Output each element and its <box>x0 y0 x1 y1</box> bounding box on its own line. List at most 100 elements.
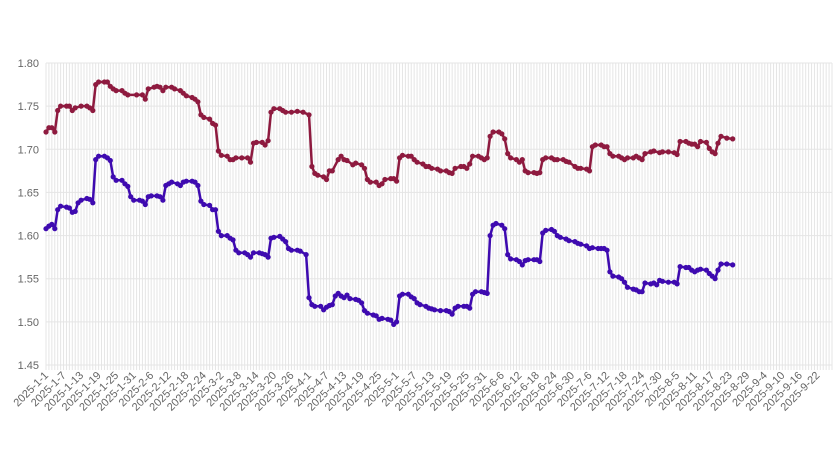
data-point <box>543 155 549 161</box>
data-point <box>373 313 379 319</box>
data-point <box>651 148 657 154</box>
data-point <box>183 178 189 184</box>
data-point <box>578 165 584 171</box>
data-point <box>604 247 610 253</box>
data-point <box>394 178 400 184</box>
series-group <box>43 79 736 327</box>
y-tick-label: 1.45 <box>18 360 39 372</box>
data-point <box>78 103 84 109</box>
data-point <box>467 161 473 167</box>
data-point <box>148 193 154 199</box>
data-point <box>300 109 306 115</box>
data-point <box>201 114 207 120</box>
data-point <box>604 144 610 150</box>
data-point <box>399 291 406 297</box>
data-point <box>543 227 549 233</box>
data-point <box>93 157 99 163</box>
data-point <box>96 79 102 85</box>
data-point <box>163 84 169 90</box>
data-point <box>145 86 151 92</box>
data-point <box>55 107 61 114</box>
data-point <box>43 129 49 135</box>
data-point <box>499 131 505 137</box>
series-0 <box>43 79 736 189</box>
grid <box>45 62 833 370</box>
y-tick-label: 1.60 <box>18 231 39 243</box>
data-point <box>695 144 701 150</box>
data-point <box>329 302 335 308</box>
data-point <box>113 88 119 94</box>
data-point <box>674 281 680 287</box>
data-point <box>502 226 508 232</box>
data-point <box>697 266 704 272</box>
data-point <box>52 129 58 135</box>
data-point <box>288 247 294 253</box>
data-point <box>113 177 119 183</box>
data-point <box>247 159 254 165</box>
data-point <box>157 194 163 200</box>
data-point <box>160 197 166 203</box>
data-point <box>417 302 423 308</box>
data-point <box>566 159 572 165</box>
data-point <box>218 152 224 158</box>
data-point <box>297 248 303 254</box>
data-point <box>470 153 476 159</box>
data-point <box>230 237 236 243</box>
data-point <box>335 157 341 163</box>
data-point <box>157 84 163 90</box>
data-point <box>344 157 350 164</box>
data-point <box>329 168 335 174</box>
data-point <box>265 138 271 144</box>
data-point <box>610 153 616 159</box>
data-point <box>724 135 730 141</box>
data-point <box>268 109 274 115</box>
data-point <box>283 109 289 115</box>
data-point <box>703 267 710 273</box>
y-tick-label: 1.55 <box>18 274 39 286</box>
data-point <box>250 250 257 256</box>
data-point <box>233 155 239 161</box>
data-point <box>642 280 648 286</box>
data-point <box>449 170 455 176</box>
data-point <box>215 148 221 154</box>
series-1 <box>43 153 736 327</box>
data-point <box>411 296 417 302</box>
data-point <box>566 238 572 244</box>
data-point <box>659 149 666 155</box>
data-point <box>288 109 294 115</box>
data-point <box>607 269 613 275</box>
data-point <box>621 279 628 285</box>
data-point <box>247 254 254 260</box>
data-point <box>359 162 365 168</box>
data-point <box>72 105 78 111</box>
data-point <box>104 79 110 85</box>
data-point <box>505 252 511 258</box>
data-point <box>519 262 525 268</box>
data-point <box>437 168 444 174</box>
data-point <box>557 234 563 240</box>
data-point <box>125 92 131 98</box>
data-point <box>49 125 55 131</box>
data-point <box>429 165 435 171</box>
data-point <box>715 267 721 273</box>
data-point <box>110 174 116 180</box>
data-point <box>619 276 625 282</box>
data-point <box>192 179 198 185</box>
y-axis-labels: 1.45 1.50 1.55 1.60 1.65 1.70 1.75 1.80 <box>18 58 39 372</box>
data-point <box>505 151 511 157</box>
data-point <box>125 183 131 189</box>
data-point <box>309 163 315 170</box>
data-point <box>66 205 72 211</box>
data-point <box>218 233 224 239</box>
data-point <box>224 153 230 159</box>
data-point <box>207 202 213 208</box>
data-point <box>578 241 584 247</box>
data-point <box>554 157 560 163</box>
data-point <box>464 165 470 171</box>
data-point <box>119 177 125 183</box>
data-point <box>437 308 444 314</box>
data-point <box>677 264 683 270</box>
data-point <box>245 155 251 161</box>
data-point <box>551 228 558 234</box>
